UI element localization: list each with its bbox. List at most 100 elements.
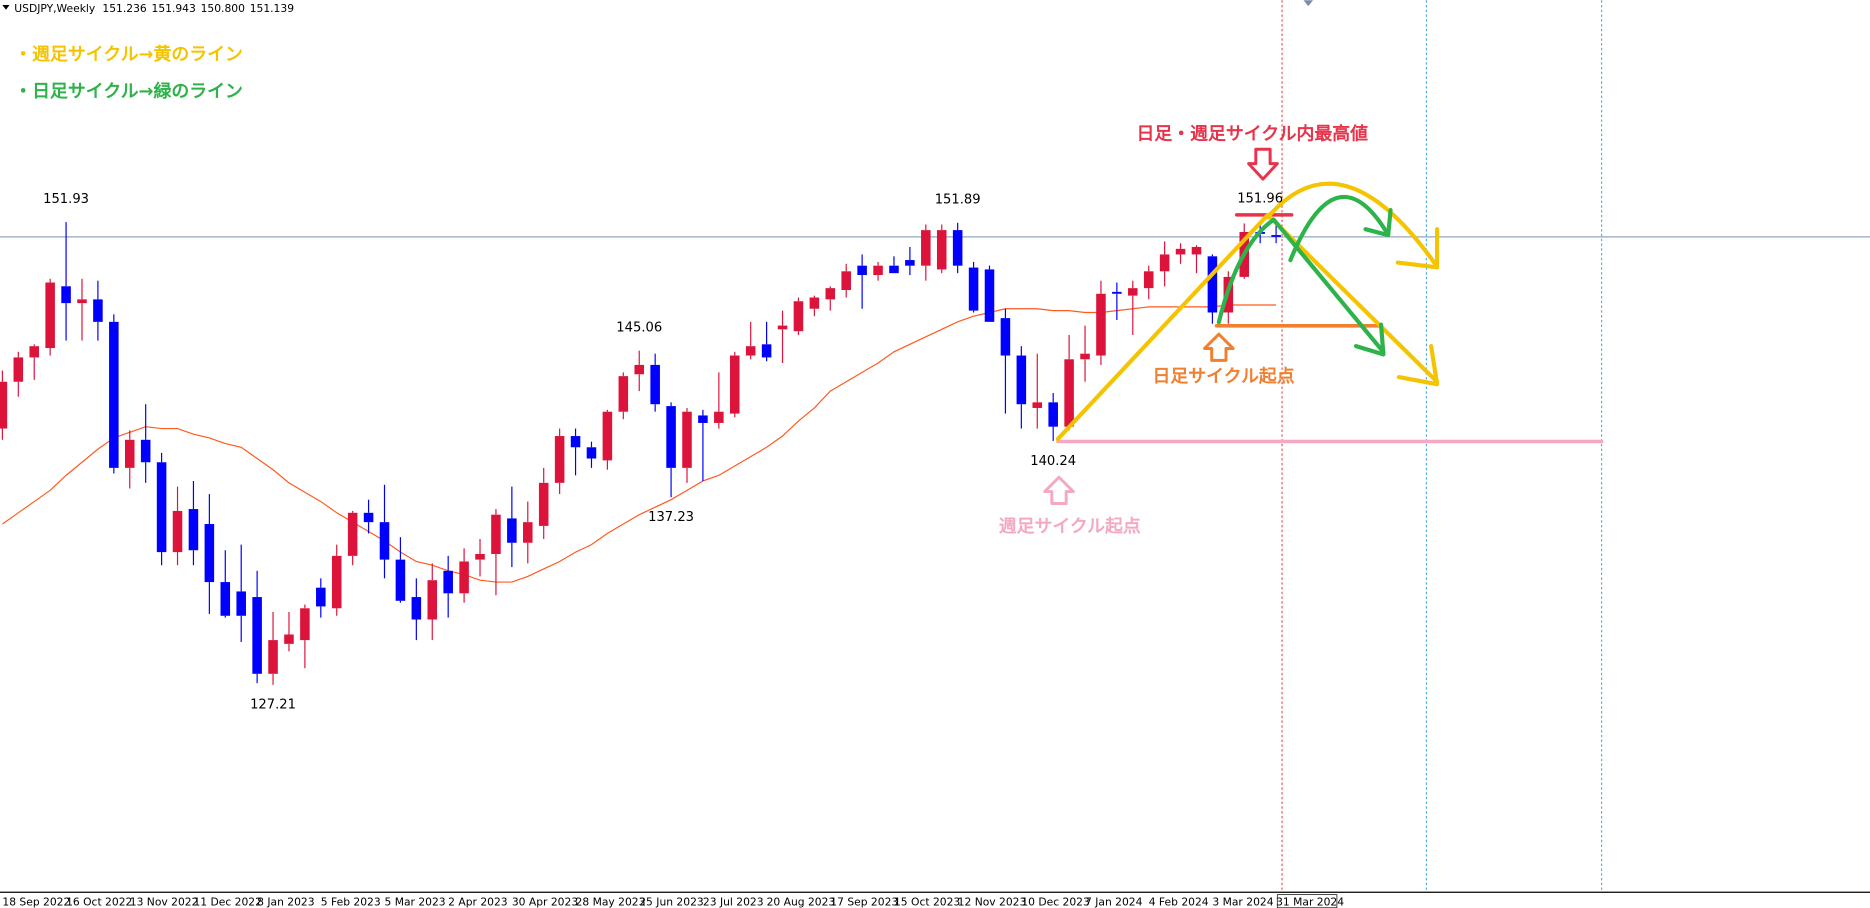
candle-body: [0, 381, 8, 429]
moving-average: [2, 304, 1277, 583]
candle-body: [236, 591, 246, 616]
candle-body: [1016, 355, 1027, 405]
extreme-label: 137.23: [648, 510, 694, 525]
candle-body: [984, 269, 995, 322]
candle-body: [968, 267, 979, 311]
candle-body: [395, 559, 406, 601]
candle-body: [650, 364, 660, 405]
x-tick-label: 11 Dec 2022: [193, 895, 261, 908]
extreme-label: 151.89: [935, 193, 981, 208]
x-tick-label: 20 Aug 2023: [767, 895, 836, 908]
candle-body: [857, 265, 867, 276]
candle-body: [268, 640, 278, 674]
extreme-label: 127.21: [250, 698, 296, 713]
candle-body: [841, 271, 851, 291]
candle-body: [889, 265, 899, 274]
candle-body: [204, 524, 215, 583]
menu-triangle: [2, 4, 10, 10]
candle-body: [427, 580, 438, 620]
candle-body: [1207, 256, 1218, 313]
candle-body: [1096, 293, 1106, 356]
daily-arrowhead: [1363, 208, 1393, 238]
x-tick-label: 13 Nov 2022: [130, 895, 199, 908]
candle-body: [316, 587, 326, 607]
candle-body: [109, 321, 119, 468]
candle-body: [634, 364, 645, 375]
x-tick-label: 10 Dec 2023: [1021, 895, 1089, 908]
x-tick-label: 25 Jun 2023: [639, 895, 703, 908]
labels: USDJPY,Weekly 151.236 151.943 150.800 151.13…: [2, 2, 1368, 908]
candle-body: [220, 582, 231, 616]
candle-body: [29, 346, 39, 358]
candle-body: [761, 344, 772, 358]
candle-body: [443, 570, 453, 594]
candle-body: [1128, 288, 1138, 296]
daily-cycle-arc: [1288, 194, 1390, 263]
candle-body: [459, 561, 469, 594]
candle-body: [61, 286, 71, 304]
candle-body: [1175, 248, 1186, 255]
candle-body: [698, 415, 708, 423]
drawings: [1043, 147, 1604, 505]
candle-body: [1080, 353, 1090, 360]
candle-body: [156, 462, 167, 553]
annotation: ・週足サイクル→黄のライン: [14, 43, 243, 65]
extreme-label: 151.93: [43, 192, 89, 207]
candle-body: [347, 512, 358, 556]
x-tick-label: 8 Jan 2023: [257, 895, 314, 908]
weekly-start-arrow: [1043, 475, 1075, 505]
extreme-label: 140.24: [1030, 454, 1076, 469]
x-tick-label: 16 Oct 2022: [66, 895, 132, 908]
quote-value: 150.800: [201, 2, 246, 15]
candle-body: [793, 301, 804, 332]
x-tick-label: 31 Mar 2024: [1276, 895, 1344, 908]
quote-value: 151.139: [250, 2, 295, 15]
candle-body: [1048, 402, 1058, 427]
shift-marker: [1303, 0, 1314, 7]
candle-body: [586, 447, 597, 459]
candle-body: [411, 597, 422, 620]
candle-body: [77, 299, 87, 304]
candle-body: [1000, 318, 1011, 356]
extreme-label: 151.96: [1237, 191, 1283, 206]
x-tick-label: 12 Nov 2023: [958, 895, 1027, 908]
x-tick-label: 5 Mar 2023: [384, 895, 445, 908]
quote-value: 151.236: [102, 2, 147, 15]
candle-body: [1112, 291, 1122, 294]
candle-body: [1032, 402, 1043, 408]
daily-cycle-line: [1216, 217, 1386, 355]
candle-body: [523, 522, 533, 543]
x-tick-label: 4 Feb 2024: [1149, 895, 1209, 908]
x-tick-label: 30 Apr 2023: [512, 895, 578, 908]
candle-body: [124, 439, 135, 468]
candle-body: [1191, 246, 1202, 255]
candle-body: [379, 522, 390, 560]
x-tick-label: 18 Sep 2022: [2, 895, 70, 908]
candle-body: [300, 608, 310, 641]
candle-body: [602, 411, 613, 461]
candle-body: [507, 518, 517, 543]
candle-body: [140, 439, 151, 463]
candle-body: [714, 411, 724, 423]
candle-body: [363, 512, 374, 523]
candle-body: [1271, 235, 1281, 237]
candle-body: [952, 230, 963, 266]
daily-start-arrow: [1203, 332, 1235, 362]
candle-body: [825, 288, 836, 300]
candle-body: [252, 597, 262, 674]
candle-body: [1064, 359, 1074, 427]
candle-body: [538, 482, 549, 526]
annotation: 週足サイクル起点: [999, 515, 1141, 537]
candle-body: [682, 411, 692, 468]
candle-body: [666, 406, 676, 468]
candle-body: [905, 260, 915, 266]
x-tick-label: 28 May 2023: [576, 895, 646, 908]
weekly-arrowhead: [1396, 343, 1440, 387]
x-tick-label: 7 Jan 2024: [1085, 895, 1143, 908]
candle-body: [809, 297, 820, 309]
candle-body: [570, 436, 581, 448]
symbol-title: USDJPY,Weekly: [14, 2, 96, 15]
high-arrow: [1247, 147, 1279, 181]
